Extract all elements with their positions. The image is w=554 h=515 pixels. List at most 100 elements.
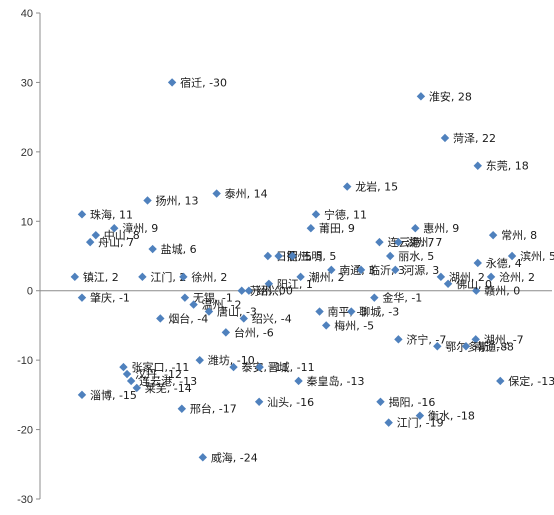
point-marker <box>416 92 426 101</box>
data-point: 菏泽, 22 <box>440 132 496 145</box>
point-marker <box>77 390 87 400</box>
point-label: 江门, -19 <box>397 416 444 430</box>
data-point: 威海, -24 <box>198 450 258 464</box>
point-label: 丽水, 5 <box>398 250 434 263</box>
point-marker <box>212 189 221 198</box>
point-marker <box>132 383 141 393</box>
point-marker <box>244 286 254 295</box>
data-point: 聊城, -3 <box>347 305 399 319</box>
point-marker <box>77 293 87 302</box>
data-point: 丽水, 5 <box>386 250 434 263</box>
point-marker <box>436 272 446 282</box>
y-tick-label: 10 <box>21 216 33 228</box>
point-marker <box>91 230 101 240</box>
point-label: 揭阳, -16 <box>388 395 435 409</box>
point-label: 中山, 8 <box>104 229 140 242</box>
point-marker <box>472 286 481 295</box>
point-marker <box>443 279 453 288</box>
data-point: 阳江, 1 <box>264 278 313 291</box>
point-label: 赣州, 0 <box>484 284 520 298</box>
point-marker <box>376 397 385 406</box>
point-marker <box>221 328 231 337</box>
point-marker <box>486 272 496 282</box>
data-point: 中山, 8 <box>91 229 140 242</box>
point-label: 滨州, 5 <box>520 249 554 263</box>
point-marker <box>122 369 132 379</box>
point-label: 唐山, -3 <box>217 305 257 319</box>
point-marker <box>322 321 331 330</box>
point-marker <box>411 224 420 233</box>
point-marker <box>370 293 379 302</box>
point-marker <box>167 78 177 87</box>
point-marker <box>375 237 384 247</box>
data-point: 邢台, -17 <box>177 402 237 416</box>
point-label: 湖州, -7 <box>484 333 524 346</box>
data-point: 江门, -19 <box>384 416 444 430</box>
point-label: 秦皇岛, -13 <box>307 374 365 388</box>
point-label: 莱芜, -14 <box>145 381 192 395</box>
point-marker <box>195 355 204 365</box>
point-marker <box>126 376 136 386</box>
y-tick-label: 0 <box>27 286 33 298</box>
point-marker <box>156 314 165 323</box>
data-point: 湖州, 7 <box>394 236 442 249</box>
point-label: 河源, 3 <box>403 263 439 277</box>
point-marker <box>415 411 425 420</box>
data-point: 淄博, -15 <box>77 389 137 402</box>
point-label: 晋城, -11 <box>268 361 315 374</box>
point-label: 潍坊, -10 <box>208 353 255 367</box>
data-point: 肇庆, -1 <box>77 291 130 305</box>
data-point: 漳州, 9 <box>110 221 158 235</box>
point-label: 苏州, 0 <box>250 285 286 298</box>
point-marker <box>229 362 238 372</box>
data-point: 泰安, -11 <box>229 360 289 374</box>
point-marker <box>264 279 274 288</box>
point-marker <box>315 307 324 316</box>
data-points: 宿迁, -30 淮安, 28 菏泽, 22 东莞, 18 龙岩, 15 泰州, 14 扬州,… <box>70 75 554 464</box>
point-marker <box>274 251 283 261</box>
point-marker <box>440 133 450 143</box>
data-point: 龙岩, 15 <box>343 180 398 194</box>
point-label: 梅州, -5 <box>334 318 374 332</box>
data-point: 三明, 5 <box>288 250 336 263</box>
y-tick-label: -10 <box>17 355 33 367</box>
data-point: 汕头, -16 <box>254 396 314 409</box>
point-marker <box>294 376 303 386</box>
data-point: 佛山, 0 <box>443 278 492 291</box>
point-label: 湖州, 2 <box>449 271 485 284</box>
point-label: 徐州, 2 <box>191 270 227 284</box>
point-label: 绍兴, 0 <box>257 284 293 298</box>
data-point: 扬州, 13 <box>143 193 199 207</box>
data-point: 永德, 4 <box>473 256 522 270</box>
point-marker <box>488 230 498 240</box>
point-marker <box>296 272 305 282</box>
point-marker <box>347 307 356 316</box>
point-label: 无锡, -1 <box>193 291 233 305</box>
point-marker <box>327 265 336 275</box>
data-point: 宿迁, -30 <box>167 75 227 89</box>
point-label: 沧州, 2 <box>499 270 535 284</box>
point-marker <box>384 418 393 427</box>
data-point: 宁德, 11 <box>311 207 367 221</box>
data-point: 金华, -1 <box>370 291 422 305</box>
point-label: 衡水, -18 <box>428 410 475 423</box>
data-point: 赣州, 0 <box>472 284 520 298</box>
point-label: 宁德, 11 <box>324 207 367 221</box>
data-point: 淮安, 28 <box>416 89 472 103</box>
data-point: 绍兴, 0 <box>244 284 293 298</box>
data-point: 秦皇岛, -13 <box>294 374 365 388</box>
point-label: 江门, 2 <box>150 270 186 284</box>
point-marker <box>306 224 316 233</box>
data-point: 沧州, 2 <box>486 270 535 284</box>
point-label: 肇庆, -1 <box>90 291 130 305</box>
data-point: 连云港, -13 <box>126 375 197 388</box>
point-label: 三明, 5 <box>300 250 336 263</box>
data-point: 惠州, 9 <box>411 221 459 235</box>
data-point: 鄂尔多斯, -8 <box>433 339 507 353</box>
data-point: 张家口, -11 <box>119 360 189 374</box>
point-label: 莆田, 9 <box>319 222 355 235</box>
point-marker <box>507 251 517 261</box>
point-marker <box>263 251 273 261</box>
data-point: 常州, 8 <box>488 229 537 242</box>
